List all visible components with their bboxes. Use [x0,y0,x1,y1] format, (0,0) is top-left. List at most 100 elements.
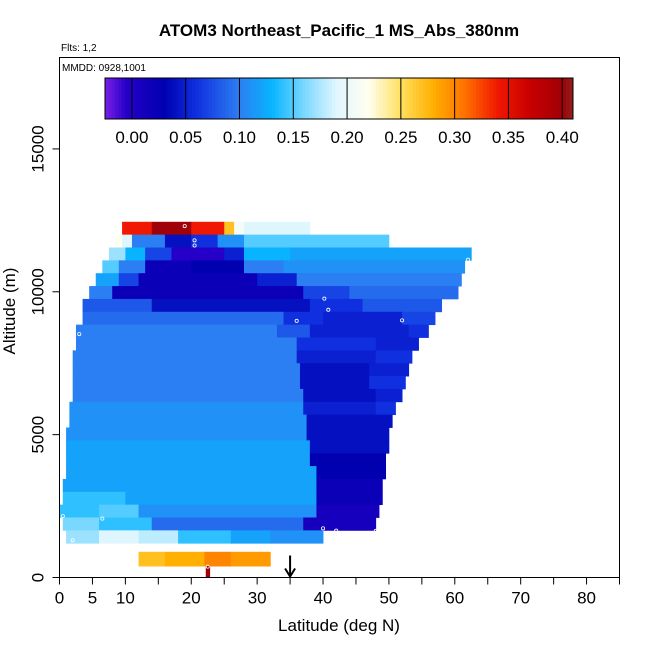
colorbar-swatch [191,78,196,119]
colorbar-swatch [556,78,561,119]
colorbar-swatch [322,78,327,119]
colorbar-swatch [111,78,116,119]
x-tick-label: 50 [379,589,398,608]
colorbar-swatch [422,78,427,119]
colorbar-swatch [255,78,260,119]
heatmap-cell [66,530,100,544]
colorbar-swatch [265,78,270,119]
sample-marker [400,318,405,323]
heatmap-cell [102,260,120,274]
colorbar-swatch [158,78,163,119]
heatmap-cell [75,337,298,351]
colorbar-swatch [178,78,183,119]
colorbar-swatch [201,78,206,119]
colorbar-swatch [466,78,470,119]
heatmap-cell [99,530,139,544]
colorbar-swatch [208,78,213,119]
arrow-head [284,567,296,579]
colorbar-swatch [349,78,353,119]
colorbar-swatch [375,78,380,119]
colorbar-swatch [145,78,149,119]
heatmap-cell [66,440,311,454]
heatmap-cell [145,247,172,261]
heatmap-cell [290,247,472,261]
colorbar-swatch [252,78,256,119]
sample-markers [60,224,470,569]
heatmap-cell [402,311,436,326]
colorbar-swatch [332,78,337,119]
colorbar-swatch [432,78,437,119]
colorbar-swatch [359,78,363,119]
heatmap-cell [408,324,429,338]
colorbar-tick-label: 0.40 [546,128,579,147]
colorbar-swatch [272,78,276,119]
heatmap-cell [66,427,307,441]
colorbar-swatch [181,78,186,119]
heatmap-cell [125,247,146,261]
colorbar-swatch [305,78,310,119]
colorbar-swatch [395,78,400,119]
colorbar-swatch [362,78,367,119]
colorbar-swatch [355,78,360,119]
colorbar-swatch [318,78,323,119]
colorbar-swatch [482,78,487,119]
colorbar-swatch [165,78,170,119]
colorbar-swatch [175,78,180,119]
colorbar-swatch [248,78,253,119]
sample-marker [322,296,327,301]
chart-title: ATOM3 Northeast_Pacific_1 MS_Abs_380nm [159,21,519,40]
heatmap-cell [82,311,284,326]
heatmap-cell [243,247,291,261]
colorbar-swatch [198,78,203,119]
colorbar-swatch [412,78,417,119]
heatmap-cell [138,273,258,287]
heatmap-cell [191,260,245,274]
sample-marker [321,526,326,531]
colorbar: 0.00 0.05 0.10 0.15 0.20 0.25 0.30 0.35 0.40 [104,77,579,147]
heatmap-cell [230,530,271,544]
colorbar-swatch [342,78,347,119]
colorbar-frame [104,77,574,120]
colorbar-swatch [429,78,434,119]
colorbar-swatch [148,78,153,119]
heatmap-cell [72,363,301,377]
colorbar-swatch [268,78,273,119]
colorbar-swatch [195,78,200,119]
colorbar-swatch [188,78,193,119]
heatmap-cell [299,363,370,377]
colorbar-swatch [379,78,383,119]
x-axis-label: Latitude (deg N) [278,616,400,635]
sample-marker [60,514,65,519]
heatmap-cell [224,221,235,236]
heatmap-cell [151,517,304,531]
heatmap-cell [82,298,153,313]
heatmap-cell [118,273,139,287]
heatmap-cell [362,298,443,313]
x-tick-label: 10 [116,589,135,608]
colorbar-swatch [425,78,430,119]
colorbar-swatch [492,78,497,119]
colorbar-swatch [215,78,220,119]
colorbar-swatch [449,78,454,119]
colorbar-swatch [245,78,250,119]
colorbar-swatch [392,78,397,119]
colorbar-swatch [228,78,233,119]
heatmap-cells [59,221,472,578]
heatmap-cell [276,324,311,338]
colorbar-swatch [385,78,390,119]
colorbar-swatch [161,78,166,119]
colorbar-swatch [258,78,263,119]
heatmap-cell [270,530,324,544]
heatmap-cell [306,414,393,428]
heatmap-cell [151,298,311,313]
heatmap-cell [349,286,459,300]
heatmap-cell [369,363,410,377]
sample-marker [77,332,82,337]
heatmap-cell [115,234,123,248]
heatmap-cell [309,298,363,313]
colorbar-swatch [409,78,414,119]
y-tick-label: 10000 [29,268,48,315]
heatmap-cell [243,221,311,236]
heatmap-cell [306,427,390,441]
heatmap-cell [66,466,317,480]
